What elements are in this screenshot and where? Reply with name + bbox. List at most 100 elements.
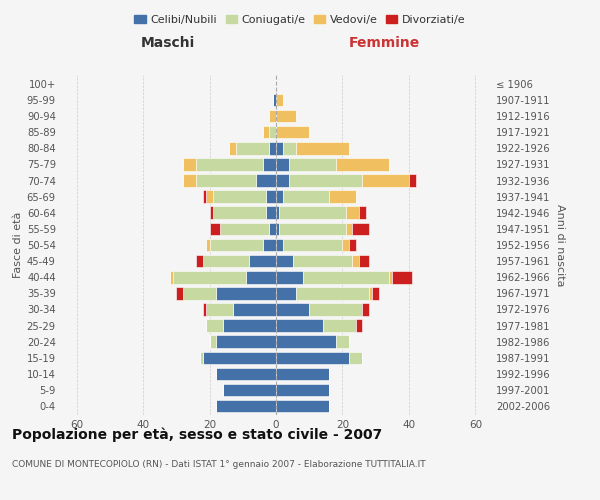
Bar — [352, 255, 359, 268]
Bar — [216, 336, 276, 348]
Bar — [246, 271, 276, 283]
Bar — [293, 255, 352, 268]
Bar — [276, 126, 309, 138]
Bar — [209, 206, 213, 219]
Bar — [323, 320, 356, 332]
Bar — [276, 255, 293, 268]
Bar — [220, 222, 269, 235]
Bar — [369, 287, 373, 300]
Bar — [216, 287, 276, 300]
Bar — [272, 94, 276, 106]
Bar — [276, 352, 349, 364]
Bar — [223, 320, 276, 332]
Bar — [276, 287, 296, 300]
Bar — [276, 158, 289, 170]
Bar — [183, 158, 196, 170]
Bar — [183, 174, 196, 187]
Bar — [200, 352, 203, 364]
Bar — [296, 287, 369, 300]
Bar — [266, 206, 276, 219]
Bar — [203, 190, 206, 203]
Bar — [276, 174, 289, 187]
Bar — [170, 271, 173, 283]
Bar — [276, 303, 309, 316]
Bar — [196, 158, 263, 170]
Bar — [263, 158, 276, 170]
Bar — [276, 190, 283, 203]
Bar — [209, 238, 263, 252]
Bar — [216, 368, 276, 380]
Bar — [276, 142, 283, 154]
Bar — [276, 368, 329, 380]
Bar — [276, 271, 302, 283]
Bar — [373, 287, 379, 300]
Bar — [209, 336, 216, 348]
Bar — [280, 206, 346, 219]
Text: Femmine: Femmine — [349, 36, 419, 50]
Bar — [283, 142, 296, 154]
Bar — [206, 190, 213, 203]
Bar — [346, 206, 359, 219]
Bar — [289, 158, 336, 170]
Bar — [203, 352, 276, 364]
Bar — [296, 142, 349, 154]
Bar — [276, 94, 283, 106]
Bar — [276, 320, 323, 332]
Bar — [183, 287, 216, 300]
Bar — [336, 336, 349, 348]
Bar — [359, 206, 366, 219]
Bar — [276, 336, 336, 348]
Bar — [196, 255, 203, 268]
Y-axis label: Fasce di età: Fasce di età — [13, 212, 23, 278]
Bar — [269, 142, 276, 154]
Bar — [263, 238, 276, 252]
Bar — [276, 222, 280, 235]
Bar — [343, 238, 349, 252]
Bar — [302, 271, 389, 283]
Y-axis label: Anni di nascita: Anni di nascita — [555, 204, 565, 286]
Bar — [389, 271, 392, 283]
Bar — [269, 126, 276, 138]
Bar — [250, 255, 276, 268]
Bar — [213, 190, 266, 203]
Bar — [329, 190, 356, 203]
Bar — [263, 126, 269, 138]
Bar — [409, 174, 416, 187]
Text: Popolazione per età, sesso e stato civile - 2007: Popolazione per età, sesso e stato civil… — [12, 428, 382, 442]
Bar — [206, 303, 233, 316]
Bar — [256, 174, 276, 187]
Bar — [206, 320, 223, 332]
Bar — [352, 222, 369, 235]
Bar — [392, 271, 412, 283]
Bar — [213, 206, 266, 219]
Bar — [349, 352, 362, 364]
Bar — [356, 320, 362, 332]
Bar — [206, 238, 209, 252]
Bar — [289, 174, 362, 187]
Bar — [223, 384, 276, 396]
Text: Maschi: Maschi — [141, 36, 195, 50]
Bar — [283, 190, 329, 203]
Bar — [229, 142, 236, 154]
Bar — [276, 400, 329, 412]
Bar — [362, 303, 369, 316]
Bar — [346, 222, 352, 235]
Bar — [276, 206, 280, 219]
Bar — [196, 174, 256, 187]
Bar — [203, 303, 206, 316]
Bar — [266, 190, 276, 203]
Bar — [216, 400, 276, 412]
Bar — [276, 384, 329, 396]
Bar — [283, 238, 343, 252]
Legend: Celibi/Nubili, Coniugati/e, Vedovi/e, Divorziati/e: Celibi/Nubili, Coniugati/e, Vedovi/e, Di… — [130, 10, 470, 29]
Bar — [349, 238, 356, 252]
Text: COMUNE DI MONTECOPIOLO (RN) - Dati ISTAT 1° gennaio 2007 - Elaborazione TUTTITAL: COMUNE DI MONTECOPIOLO (RN) - Dati ISTAT… — [12, 460, 425, 469]
Bar — [203, 255, 250, 268]
Bar — [276, 110, 296, 122]
Bar — [362, 174, 409, 187]
Bar — [280, 222, 346, 235]
Bar — [173, 271, 246, 283]
Bar — [359, 255, 369, 268]
Bar — [336, 158, 389, 170]
Bar — [269, 222, 276, 235]
